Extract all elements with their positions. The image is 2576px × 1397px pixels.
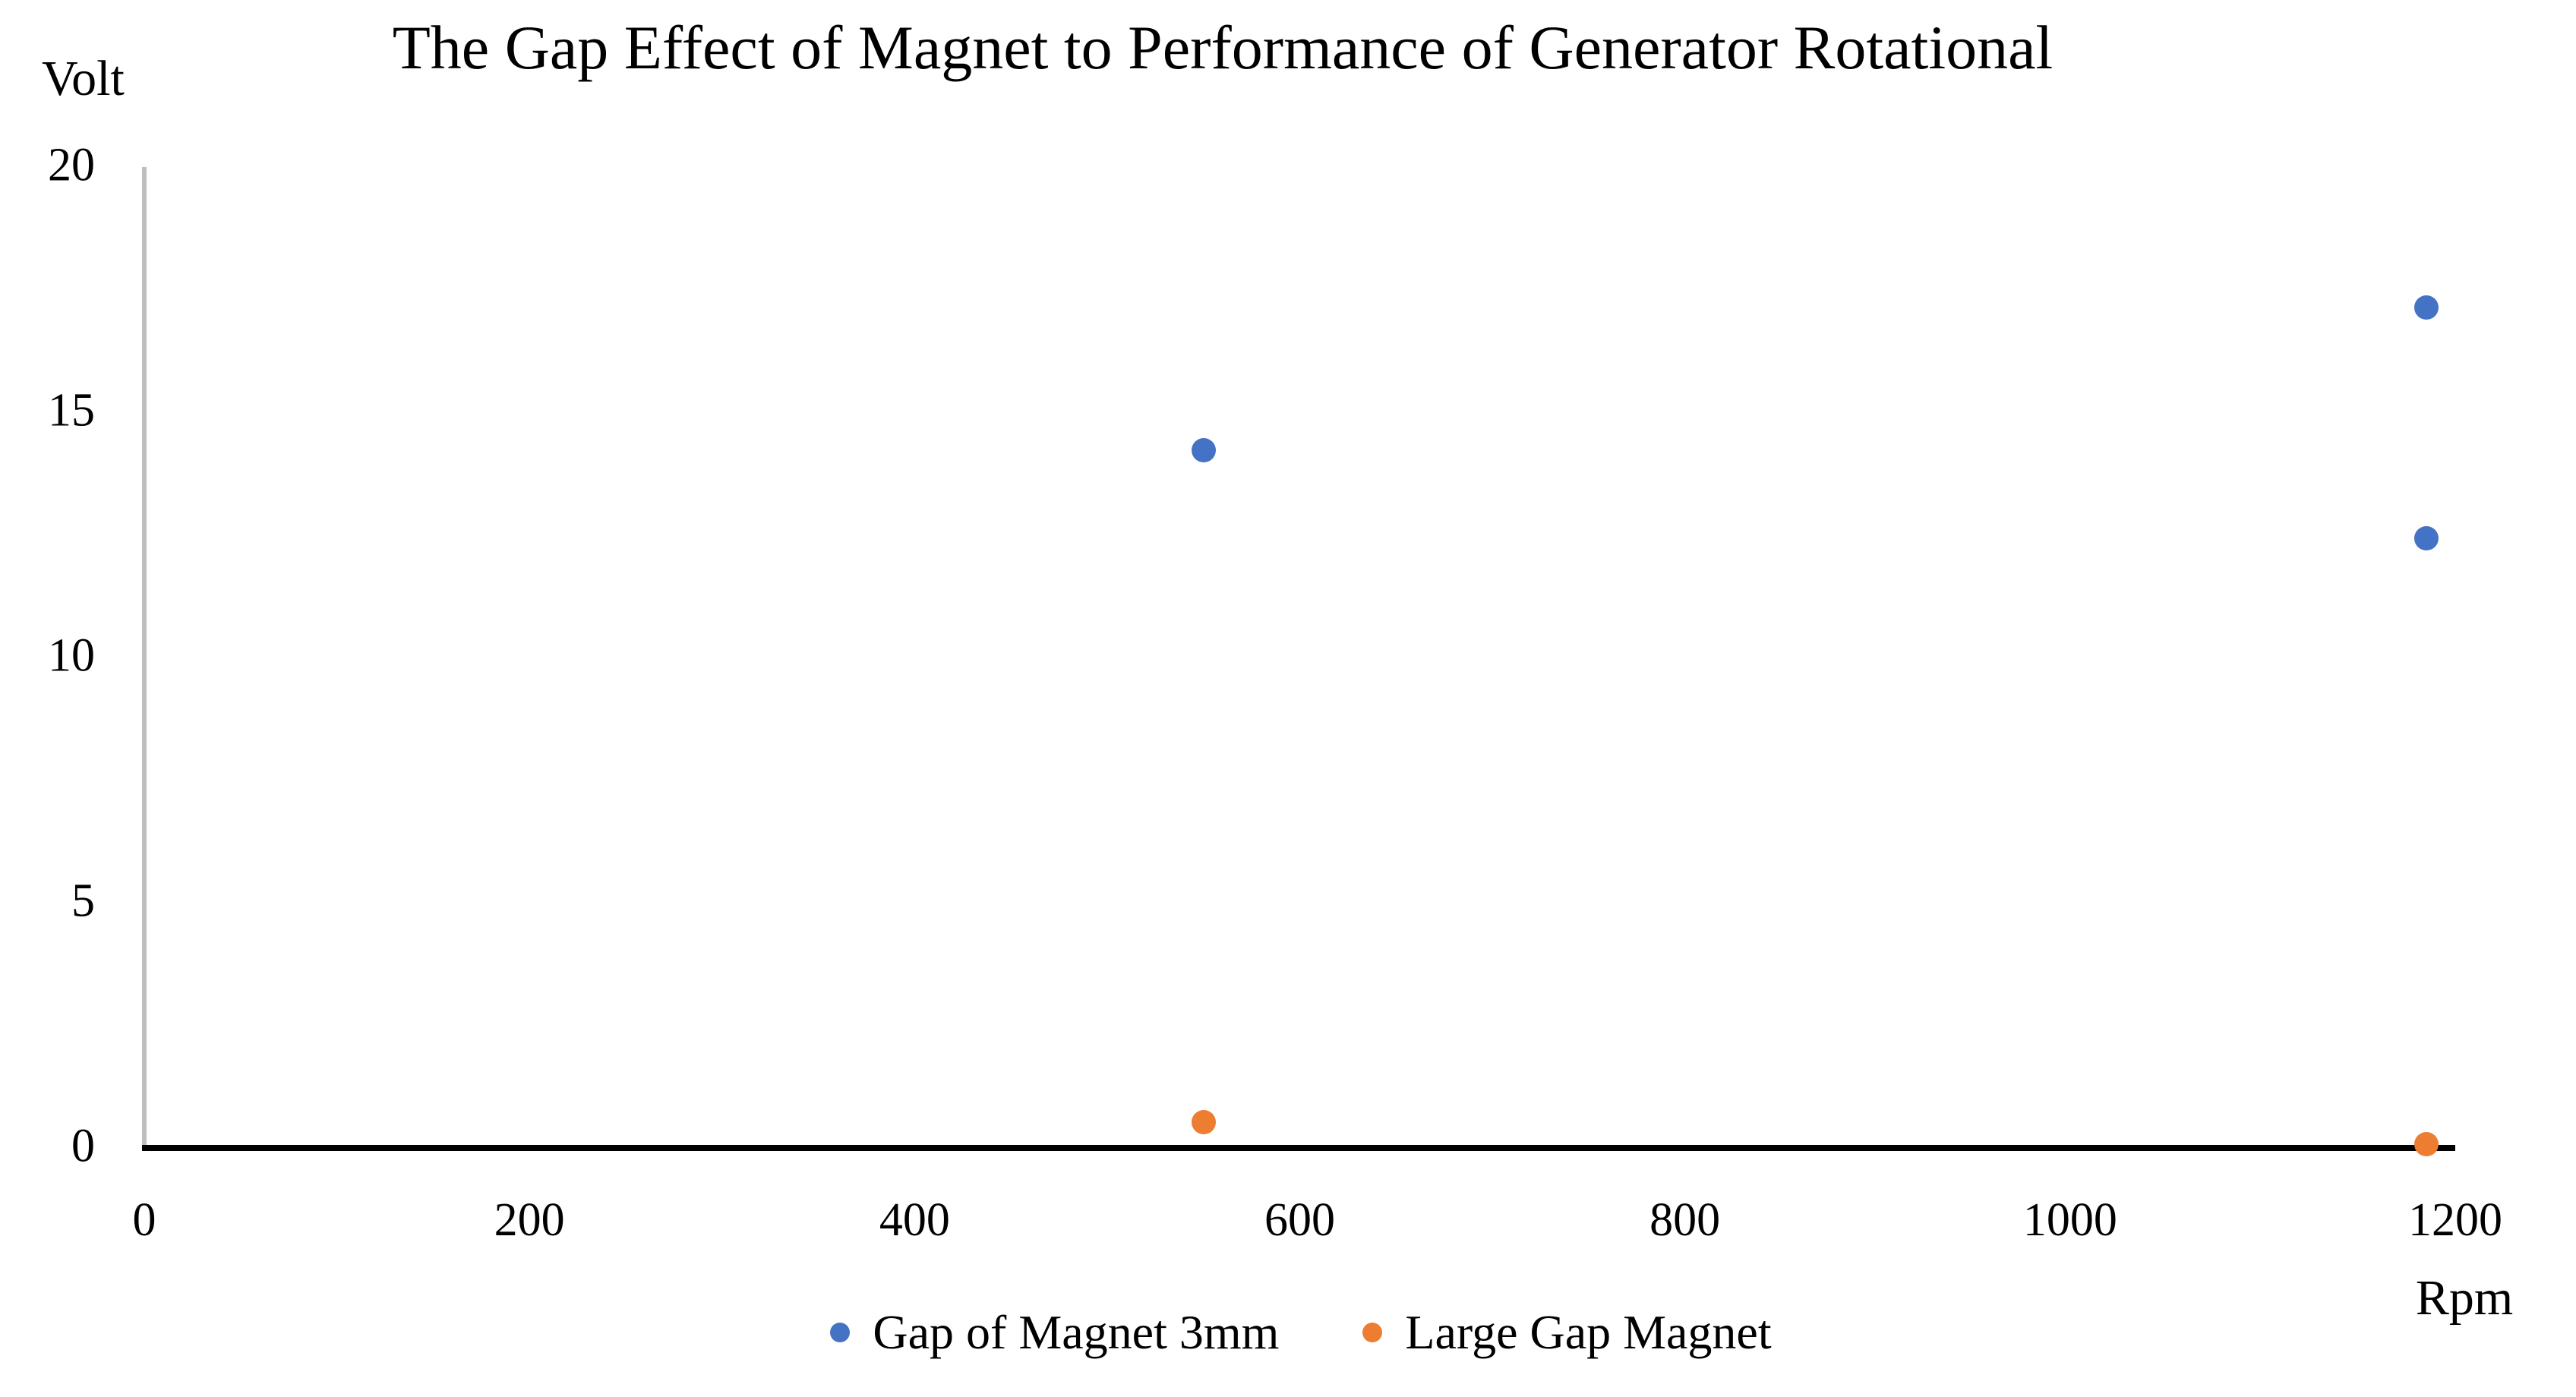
legend-marker	[830, 1323, 851, 1342]
data-point	[1191, 1109, 1216, 1134]
x-tick-label: 1000	[2022, 1194, 2117, 1246]
data-point	[2413, 1131, 2439, 1156]
x-tick-label: 400	[879, 1194, 950, 1246]
data-point	[1191, 437, 1216, 462]
chart-legend: Gap of Magnet 3mm Large Gap Magnet	[144, 1304, 2458, 1361]
x-tick-label: 200	[494, 1194, 565, 1246]
legend-item: Gap of Magnet 3mm	[830, 1304, 1279, 1361]
legend-item: Large Gap Magnet	[1362, 1304, 1772, 1361]
y-axis-line	[142, 167, 147, 1148]
y-tick-label: 20	[48, 139, 95, 191]
data-point	[2413, 295, 2439, 320]
data-point	[2413, 525, 2439, 550]
legend-label: Large Gap Magnet	[1405, 1305, 1772, 1359]
legend-marker	[1362, 1323, 1383, 1342]
y-tick-label: 10	[48, 629, 95, 682]
y-tick-label: 5	[71, 875, 95, 927]
y-tick-label: 0	[71, 1120, 95, 1172]
chart-title: The Gap Effect of Magnet to Performance …	[392, 13, 2054, 82]
y-axis-title: Volt	[42, 51, 125, 106]
x-axis-line	[142, 1145, 2455, 1151]
x-tick-label: 800	[1649, 1194, 1721, 1246]
y-tick-label: 15	[48, 384, 95, 437]
x-axis-title: Rpm	[2415, 1270, 2514, 1326]
legend-label: Gap of Magnet 3mm	[873, 1305, 1280, 1359]
x-tick-label: 1200	[2408, 1194, 2502, 1246]
x-tick-label: 0	[132, 1194, 156, 1246]
x-tick-label: 600	[1264, 1194, 1335, 1246]
